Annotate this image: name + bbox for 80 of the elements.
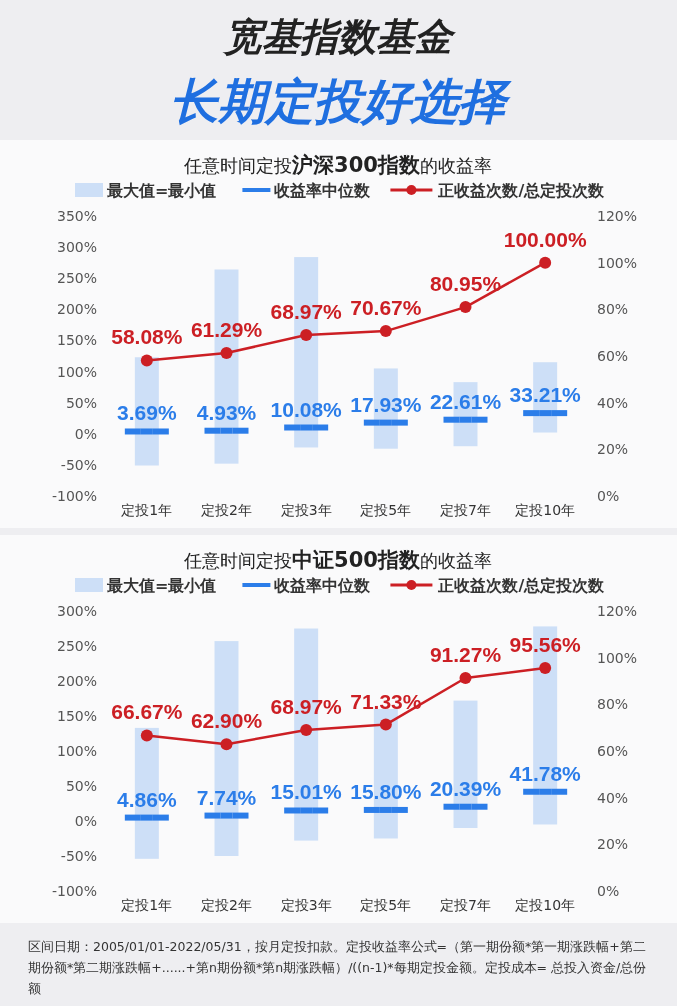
y-tick-label: 300% [56,603,97,619]
y2-tick-label: 20% [597,836,629,853]
y2-tick-label: 0% [597,883,620,899]
x-tick-label: 定投7年 [440,502,491,518]
data-label: 58.08% [111,325,183,349]
y-tick-label: 50% [65,778,97,794]
x-tick-label: 定投5年 [360,897,412,913]
y2-tick-label: 60% [597,348,629,364]
x-tick-label: 定投1年 [121,502,173,518]
y-tick-label: 250% [56,270,97,287]
y2-tick-label: 40% [597,394,629,411]
x-tick-label: 定投2年 [201,897,252,913]
y-tick-label: -100% [51,488,97,504]
y2-tick-label: 100% [597,254,638,271]
legend-label: 最大值=最小值 [106,181,217,200]
legend-label: 正收益次数/总定投次数 [437,576,606,595]
y-tick-label: 200% [56,301,97,318]
x-tick-label: 定投7年 [440,897,491,913]
y-tick-label: 200% [56,673,97,689]
data-label: 10.08% [270,397,343,421]
y2-tick-label: 0% [597,488,620,504]
data-label: 71.33% [350,689,422,713]
x-tick-label: 定投3年 [280,897,332,913]
text: 长期定投好选择 [170,73,512,129]
data-label: 61.29% [190,317,263,341]
text: 区间日期：2005/01/01-2022/05/31，按月定投扣款。定投收益率公式=（第一期份额*第一期涨跌幅+第二期份额*第二期涨跌幅+......+第n期份额*第n期涨跌幅）/((n-1)*每期定投金额。定投成本= 总投入资金/总份额 [28,938,648,998]
y2-tick-label: 20% [597,441,629,458]
y-tick-label: 0% [74,425,97,442]
y-tick-label: 150% [56,332,97,349]
x-tick-label: 定投2年 [201,502,252,518]
data-label: 3.69% [117,401,177,425]
data-label: 7.74% [196,785,257,809]
data-label: 62.90% [190,709,263,733]
y-tick-label: -100% [51,883,97,899]
data-label: 68.97% [270,300,343,324]
data-label: 68.97% [270,695,343,719]
data-label: 15.80% [350,779,422,803]
text: 宽基指数基金 [222,15,457,59]
y2-tick-label: 80% [597,301,629,318]
x-tick-label: 定投10年 [515,897,576,913]
x-tick-label: 定投10年 [515,502,576,518]
y-tick-label: -50% [60,456,97,473]
y2-tick-label: 60% [597,743,629,759]
y-tick-label: 100% [56,363,97,380]
data-label: 17.93% [350,392,422,416]
data-label: 4.86% [117,787,177,811]
chart-title: 任意时间定投中证500指数的收益率 [183,548,492,572]
y2-tick-label: 100% [597,649,638,666]
x-tick-label: 定投5年 [360,502,412,518]
legend-label: 收益率中位数 [274,576,372,595]
chart-title: 任意时间定投沪深300指数的收益率 [183,153,492,177]
data-label: 41.78% [509,761,582,785]
y-tick-label: 300% [56,239,97,256]
data-label: 100.00% [503,227,587,251]
y-tick-label: -50% [60,848,97,864]
y-tick-label: 100% [56,743,97,759]
legend-label: 最大值=最小值 [106,576,217,595]
x-tick-label: 定投1年 [121,897,173,913]
data-label: 91.27% [429,643,502,667]
data-label: 15.01% [270,780,343,804]
y2-tick-label: 120% [597,208,638,224]
legend-label: 正收益次数/总定投次数 [437,181,606,200]
data-label: 22.61% [429,389,502,413]
data-label: 80.95% [429,272,502,296]
y-tick-label: 50% [65,394,97,411]
y2-tick-label: 40% [597,789,629,806]
y-tick-label: 350% [56,208,97,224]
data-label: 20.39% [429,776,502,800]
y-tick-label: 0% [74,813,97,829]
y-tick-label: 150% [56,708,97,724]
y-tick-label: 250% [56,638,97,654]
legend-label: 收益率中位数 [274,181,372,200]
data-label: 4.93% [196,400,257,424]
data-label: 95.56% [509,633,582,657]
y2-tick-label: 80% [597,696,629,713]
data-label: 33.21% [509,383,582,407]
data-label: 70.67% [350,296,422,320]
x-tick-label: 定投3年 [280,502,332,518]
y2-tick-label: 120% [597,603,638,619]
data-label: 66.67% [111,700,183,724]
